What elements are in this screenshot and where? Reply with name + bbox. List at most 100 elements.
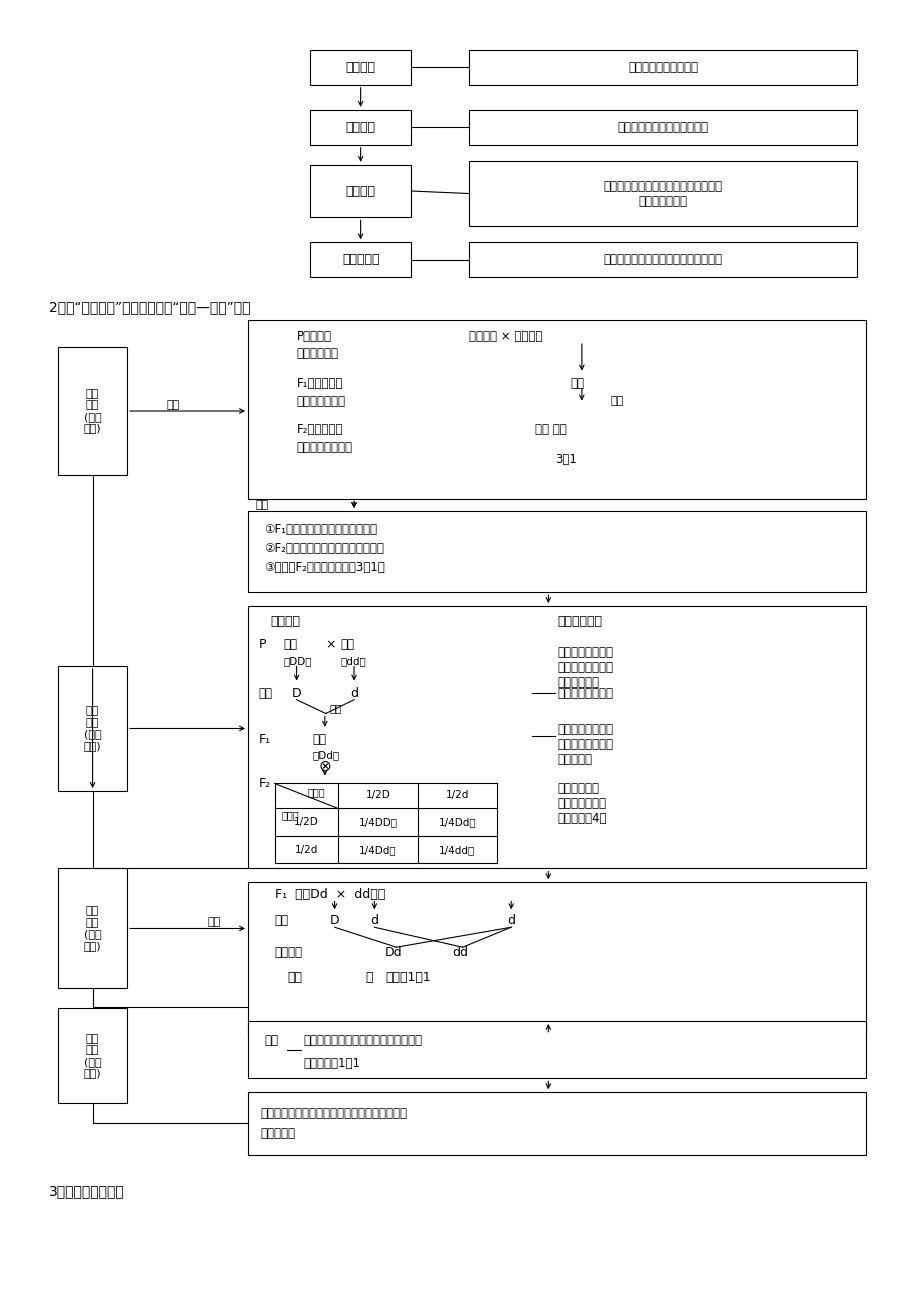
Text: 1/4Dd高: 1/4Dd高 [358,845,396,854]
Bar [58,868,127,988]
Text: D: D [291,687,301,700]
Text: 观察
现象
(提出
问题): 观察 现象 (提出 问题) [84,388,101,434]
Text: 高茎: 高茎 [312,733,326,746]
Text: d: d [349,687,357,700]
Text: 1/4dd矮: 1/4dd矮 [438,845,475,854]
Text: d: d [370,914,378,927]
Text: 雄配子: 雄配子 [307,788,324,797]
Text: 雌蕊成熟时将另一植株的花粉擒在去雄
花的雌蕊柱头上: 雌蕊成熟时将另一植株的花粉擒在去雄 花的雌蕊柱头上 [603,180,721,207]
Text: 1/2D: 1/2D [294,818,318,827]
Text: 现象: 现象 [166,400,179,410]
Text: 配子: 配子 [274,914,289,927]
Text: 矮茎: 矮茎 [340,638,355,651]
Text: 减数分裂产生配子: 减数分裂产生配子 [557,723,612,736]
Text: 配子随机结合，: 配子随机结合， [557,797,606,810]
Text: ②F₂中矮茎又出现了，说明了什么？: ②F₂中矮茎又出现了，说明了什么？ [264,542,383,555]
Text: F₁  高茎Dd  ×  dd矮茎: F₁ 高茎Dd × dd矮茎 [274,888,384,901]
Text: 1/4DD高: 1/4DD高 [358,818,397,827]
Text: 受精时，雌雄: 受精时，雌雄 [557,783,598,796]
Text: 雌配子: 雌配子 [281,810,299,820]
Text: 3：1: 3：1 [555,453,576,466]
Text: （Dd）: （Dd） [312,750,339,760]
Text: 因子决定，体细胞: 因子决定，体细胞 [557,660,612,673]
Text: 结合方式有4种: 结合方式有4种 [557,812,606,825]
Text: 纯种高茎 × 纯种矮茎: 纯种高茎 × 纯种矮茎 [469,329,541,342]
Text: 人工授粉: 人工授粉 [346,185,375,198]
Text: 3．基因的分离定律: 3．基因的分离定律 [50,1184,125,1198]
Bar [469,161,857,227]
Text: 中其成对存在: 中其成对存在 [557,676,598,689]
Text: ⊗: ⊗ [318,759,331,773]
Text: 套袋隔离: 套袋隔离 [346,121,375,134]
Text: 子彼此分离: 子彼此分离 [557,754,592,767]
Text: 高茎: 高茎 [288,971,302,984]
Text: （dd）: （dd） [340,656,366,667]
Text: 高茎: 高茎 [570,378,584,391]
Text: 人工去雄: 人工去雄 [346,61,375,74]
Bar [58,1009,127,1104]
Text: d: d [506,914,515,927]
Text: 验证: 验证 [264,1035,278,1048]
Bar [469,109,857,145]
Text: 实际结果：后代中高茎植株与矮茎植株: 实际结果：后代中高茎植株与矮茎植株 [303,1035,422,1048]
Text: 1/4Dd高: 1/4Dd高 [438,818,476,827]
Text: 测交后代: 测交后代 [274,945,302,958]
Text: F₂（子二代）: F₂（子二代） [296,423,343,436]
Text: F₁（子一代）: F₁（子一代） [296,378,343,391]
Text: F₁: F₁ [258,733,270,746]
Text: 问题: 问题 [255,500,268,510]
Text: 演组
推理
(验证
假说): 演组 推理 (验证 假说) [84,906,101,950]
Text: 解释（假说）: 解释（假说） [557,615,602,628]
Text: 遗传图解: 遗传图解 [270,615,300,628]
Bar [248,510,866,592]
Text: 具有相对性状: 具有相对性状 [296,348,338,361]
Text: P（亲本）: P（亲本） [296,329,331,342]
Text: 受精: 受精 [329,703,342,713]
Text: 配子: 配子 [258,687,272,700]
Bar [310,49,411,85]
Text: 演组: 演组 [208,917,221,927]
Bar [310,109,411,145]
Text: ：: ： [365,971,372,984]
Text: （DD）: （DD） [283,656,312,667]
Text: 除去未成熟的全部雄蕊: 除去未成熟的全部雄蕊 [628,61,698,74]
Text: 1/2d: 1/2d [445,790,469,799]
Text: 自交: 自交 [609,396,623,406]
Bar [469,242,857,277]
Text: 表现为显性性状: 表现为显性性状 [296,395,346,408]
Text: 分析
问题
(提出
假说): 分析 问题 (提出 假说) [84,706,101,751]
Text: 分析
结果
(得出
结论): 分析 结果 (得出 结论) [84,1034,101,1078]
Text: 真实结果与预期结果一致，假说正确，得出基因: 真实结果与预期结果一致，假说正确，得出基因 [260,1107,407,1120]
Text: 的比例接近1：1: 的比例接近1：1 [303,1057,360,1070]
Text: 再套袋隔离: 再套袋隔离 [342,254,379,267]
Text: 高茎 矮茎: 高茎 矮茎 [535,423,566,436]
Bar [248,1021,866,1078]
Bar [248,883,866,1035]
Text: ①F₁全为高茎，矮茎哪里去了呢？: ①F₁全为高茎，矮茎哪里去了呢？ [264,523,377,536]
Text: 矮茎＝1：1: 矮茎＝1：1 [384,971,430,984]
Text: 出现性状分离现象: 出现性状分离现象 [296,441,352,454]
Bar [58,667,127,792]
Text: 2．对“性状分离”现象的解释即“假说—演组”过程: 2．对“性状分离”现象的解释即“假说—演组”过程 [50,301,251,314]
Bar [310,165,411,217]
Bar [469,49,857,85]
Bar [58,348,127,475]
Text: ×: × [324,638,335,651]
Text: Dd: Dd [384,945,403,958]
Bar [248,1092,866,1155]
Text: F₂: F₂ [258,777,270,790]
Text: 保证杂交得到的种子是人工授粉后所结: 保证杂交得到的种子是人工授粉后所结 [603,254,721,267]
Text: P: P [258,638,266,651]
Text: 1/2D: 1/2D [365,790,390,799]
Text: 1/2d: 1/2d [294,845,318,854]
Text: 套上纸袋，防止外来花粉干扰: 套上纸袋，防止外来花粉干扰 [617,121,708,134]
Bar [310,242,411,277]
Text: 配子中其成单存在: 配子中其成单存在 [557,687,612,700]
Bar [248,320,866,499]
Text: 生物的性状由遗传: 生物的性状由遗传 [557,646,612,659]
Text: 的分离定律: 的分离定律 [260,1128,295,1141]
Bar [248,605,866,868]
Text: ③为什么F₂中的比例都接近3：1？: ③为什么F₂中的比例都接近3：1？ [264,561,384,574]
Text: D: D [329,914,339,927]
Text: 时，成对的遗传因: 时，成对的遗传因 [557,738,612,751]
